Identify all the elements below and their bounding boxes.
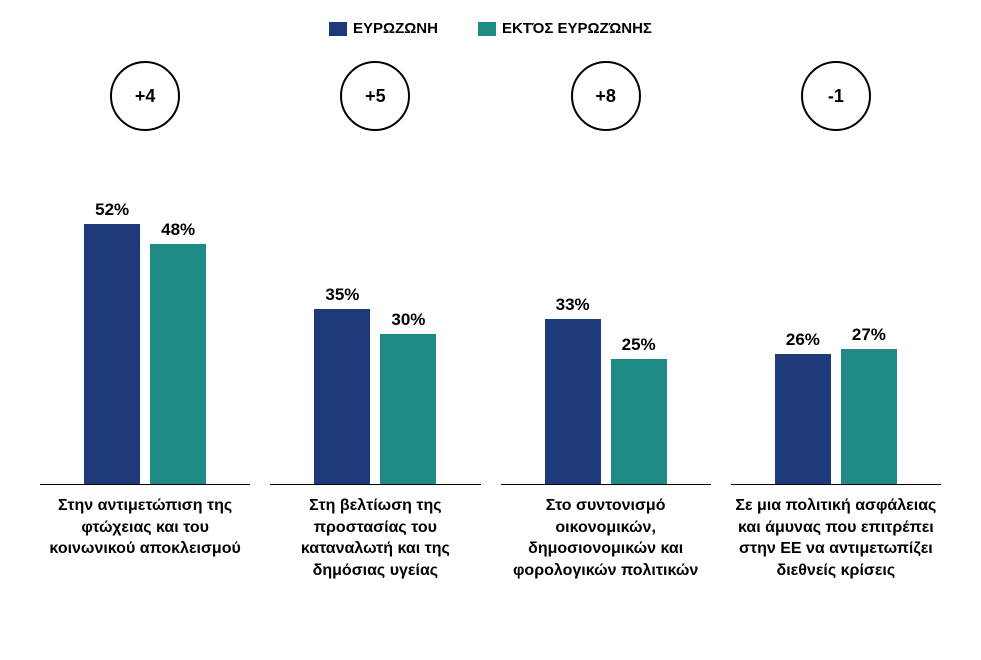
bar-rect	[84, 224, 140, 484]
bar-eurozone: 35%	[314, 285, 370, 484]
bar-eurozone: 52%	[84, 200, 140, 484]
bar-rect	[380, 334, 436, 484]
bar-rect	[841, 349, 897, 484]
delta-badge: -1	[801, 61, 871, 131]
bar-rect	[775, 354, 831, 484]
bar-non_eurozone: 27%	[841, 325, 897, 484]
bar-zone: 52% 48%	[40, 149, 250, 485]
category-label: Σε μια πολιτική ασφάλειας και άμυνας που…	[731, 485, 941, 595]
legend: ΕΥΡΩΖΩΝΗ ΕΚΤΌΣ ΕΥΡΩΖΏΝΗΣ	[30, 20, 951, 37]
category-label: Στη βελτίωση της προστασίας του καταναλω…	[270, 485, 480, 595]
bar-value-label: 26%	[786, 330, 820, 350]
bar-non_eurozone: 25%	[611, 335, 667, 484]
bar-zone: 35% 30%	[270, 149, 480, 485]
bar-rect	[611, 359, 667, 484]
delta-badge: +8	[571, 61, 641, 131]
legend-swatch	[329, 22, 347, 36]
bar-rect	[150, 244, 206, 484]
bar-zone: 33% 25%	[501, 149, 711, 485]
bar-eurozone: 33%	[545, 295, 601, 484]
bar-value-label: 27%	[852, 325, 886, 345]
bar-rect	[314, 309, 370, 484]
bar-rect	[545, 319, 601, 484]
delta-badge: +5	[340, 61, 410, 131]
bar-non_eurozone: 30%	[380, 310, 436, 484]
bar-value-label: 25%	[622, 335, 656, 355]
chart-group: +5 35% 30% Στη βελτίωση της προστασίας του …	[260, 55, 490, 595]
bar-value-label: 33%	[556, 295, 590, 315]
delta-badge: +4	[110, 61, 180, 131]
bar-zone: 26% 27%	[731, 149, 941, 485]
bar-non_eurozone: 48%	[150, 220, 206, 484]
legend-label: ΕΥΡΩΖΩΝΗ	[353, 20, 438, 37]
chart-group: +8 33% 25% Στο συντονισμό οικονομικών, δημο…	[491, 55, 721, 595]
legend-item-eurozone: ΕΥΡΩΖΩΝΗ	[329, 20, 438, 37]
legend-item-non_eurozone: ΕΚΤΌΣ ΕΥΡΩΖΏΝΗΣ	[478, 20, 652, 37]
chart-group: -1 26% 27% Σε μια πολιτική ασφάλειας και άμ…	[721, 55, 951, 595]
bar-value-label: 30%	[391, 310, 425, 330]
bar-value-label: 48%	[161, 220, 195, 240]
chart-group: +4 52% 48% Στην αντιμετώπιση της φτώχειας κ…	[30, 55, 260, 595]
category-label: Στην αντιμετώπιση της φτώχειας και του κ…	[40, 485, 250, 595]
legend-label: ΕΚΤΌΣ ΕΥΡΩΖΏΝΗΣ	[502, 20, 652, 37]
category-label: Στο συντονισμό οικονομικών, δημοσιονομικ…	[501, 485, 711, 595]
bar-chart: +4 52% 48% Στην αντιμετώπιση της φτώχειας κ…	[30, 55, 951, 595]
chart-groups: +4 52% 48% Στην αντιμετώπιση της φτώχειας κ…	[30, 55, 951, 595]
bar-value-label: 52%	[95, 200, 129, 220]
bar-value-label: 35%	[325, 285, 359, 305]
legend-swatch	[478, 22, 496, 36]
bar-eurozone: 26%	[775, 330, 831, 484]
